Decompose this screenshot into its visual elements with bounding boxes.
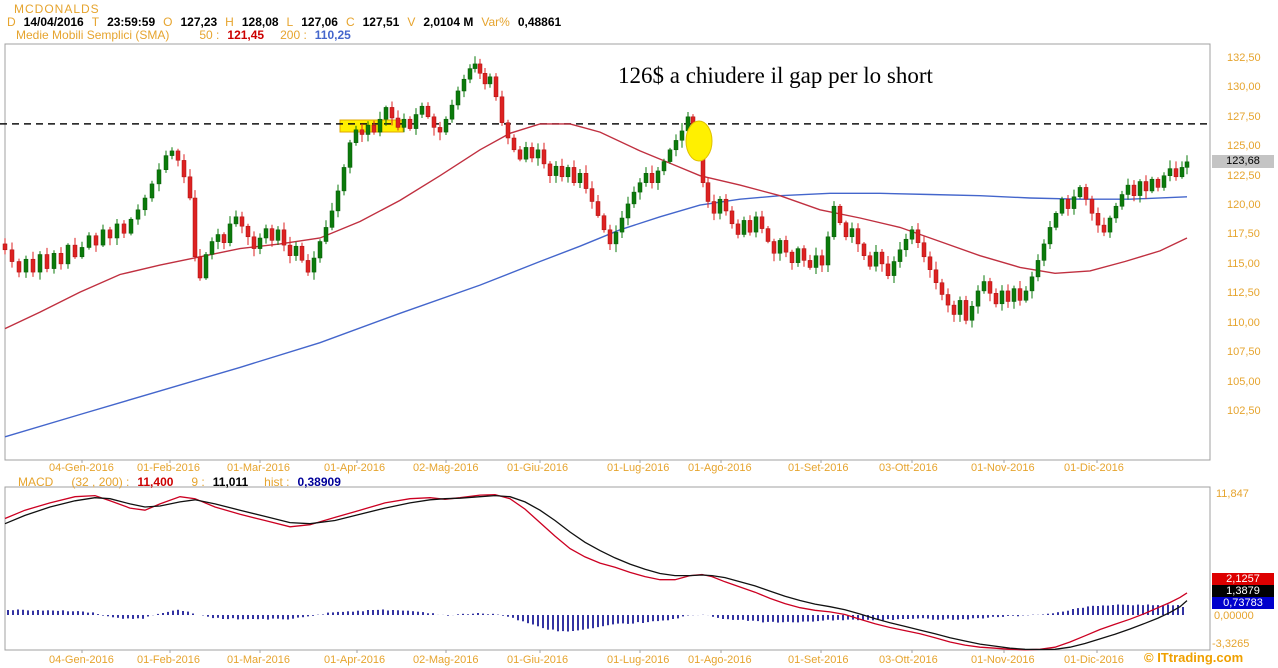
date-axis-label: 03-Ott-2016 — [879, 462, 938, 474]
date-axis-label-bottom: 01-Set-2016 — [788, 654, 849, 666]
date-axis-label: 01-Set-2016 — [788, 462, 849, 474]
date-axis-label: 01-Apr-2016 — [324, 462, 386, 474]
date-axis-label: 01-Lug-2016 — [607, 462, 670, 474]
sma-value: 121,45 — [227, 28, 265, 42]
date-axis-label: 01-Dic-2016 — [1064, 462, 1124, 474]
macd-value: 11,011 — [212, 475, 249, 489]
histogram-value-badge: 0,73783 — [1212, 597, 1274, 609]
price-axis-label: 117,50 — [1227, 228, 1260, 241]
date-axis-label-bottom: 03-Ott-2016 — [879, 654, 938, 666]
date-axis-label-bottom: 01-Lug-2016 — [607, 654, 670, 666]
quote-label: Var% — [481, 15, 510, 29]
quote-value: 2,0104 M — [423, 15, 474, 29]
sma-label: 200 : — [280, 28, 307, 42]
signal-value-badge: 1,3879 — [1212, 585, 1274, 597]
price-axis-label: 110,00 — [1227, 316, 1260, 329]
price-axis-label: 107,50 — [1227, 346, 1261, 359]
price-axis-label: 115,00 — [1227, 257, 1260, 270]
quote-value: 127,51 — [362, 15, 400, 29]
date-axis-label-bottom: 01-Nov-2016 — [971, 654, 1035, 666]
watermark: © ITtrading.com — [1144, 650, 1244, 665]
macd-value-badge: 2,1257 — [1212, 573, 1274, 585]
quote-line: D 14/04/2016 T 23:59:59 O 127,23 H 128,08 L 127,0… — [7, 15, 561, 29]
sma-value: 110,25 — [314, 28, 351, 42]
quote-label: D — [7, 15, 16, 29]
date-axis-label-bottom: 01-Dic-2016 — [1064, 654, 1124, 666]
quote-value: 23:59:59 — [107, 15, 156, 29]
quote-label: V — [407, 15, 416, 29]
macd-legend: MACD (32 , 200) : 11,400 9 : 11,011 hist : 0,3… — [18, 475, 341, 489]
macd-value: 0,38909 — [297, 475, 341, 489]
macd-axis-zero-label: 0,00000 — [1214, 610, 1254, 622]
date-axis-label-bottom: 01-Giu-2016 — [507, 654, 569, 666]
date-axis-label-bottom: 01-Mar-2016 — [227, 654, 290, 666]
date-axis-label-bottom: 01-Apr-2016 — [324, 654, 386, 666]
quote-value: 14/04/2016 — [23, 15, 84, 29]
macd-label: MACD — [18, 475, 54, 489]
macd-label: hist : — [264, 475, 290, 489]
price-axis-label: 127,50 — [1227, 110, 1261, 123]
quote-value: 128,08 — [241, 15, 279, 29]
quote-label: H — [225, 15, 234, 29]
date-axis-label: 01-Nov-2016 — [971, 462, 1035, 474]
symbol-title: MCDONALDS — [14, 2, 100, 16]
price-axis-label: 105,00 — [1227, 375, 1261, 388]
date-axis-label-bottom: 01-Feb-2016 — [137, 654, 200, 666]
date-axis-label-bottom: 02-Mag-2016 — [413, 654, 479, 666]
macd-label: (32 , 200) : — [71, 475, 130, 489]
price-axis-label: 120,00 — [1227, 199, 1261, 212]
macd-axis-bottom-label: -3,3265 — [1212, 638, 1250, 650]
date-axis-label-bottom: 01-Ago-2016 — [688, 654, 752, 666]
quote-label: T — [91, 15, 100, 29]
quote-label: C — [345, 15, 355, 29]
price-axis-label: 112,50 — [1227, 287, 1260, 300]
price-axis-label: 102,50 — [1227, 404, 1261, 417]
chart-annotation: 126$ a chiudere il gap per lo short — [618, 63, 933, 88]
sma-legend: Medie Mobili Semplici (SMA) 50 : 121,45 200… — [16, 28, 351, 42]
date-axis-label: 01-Ago-2016 — [688, 462, 752, 474]
sma-label: Medie Mobili Semplici (SMA) — [16, 28, 170, 42]
quote-label: L — [286, 15, 294, 29]
quote-label: O — [163, 15, 173, 29]
last-price-badge: 123,68 — [1212, 155, 1274, 168]
price-axis-label: 125,00 — [1227, 140, 1261, 153]
date-axis-label: 01-Feb-2016 — [137, 462, 200, 474]
date-axis-label: 02-Mag-2016 — [413, 462, 479, 474]
quote-value: 127,06 — [301, 15, 338, 29]
quote-value: 0,48861 — [517, 15, 562, 29]
quote-value: 127,23 — [180, 15, 218, 29]
macd-value: 11,400 — [137, 475, 174, 489]
date-axis-label-bottom: 04-Gen-2016 — [49, 654, 114, 666]
macd-label: 9 : — [191, 475, 205, 489]
sma-label: 50 : — [199, 28, 220, 42]
date-axis-label: 01-Mar-2016 — [227, 462, 290, 474]
price-axis-label: 132,50 — [1227, 52, 1261, 64]
date-axis-label: 01-Giu-2016 — [507, 462, 569, 474]
price-axis-label: 130,00 — [1227, 81, 1261, 94]
price-axis-label: 122,50 — [1227, 169, 1261, 182]
macd-axis-top-label: 11,847 — [1216, 488, 1249, 500]
date-axis-label: 04-Gen-2016 — [49, 462, 114, 474]
